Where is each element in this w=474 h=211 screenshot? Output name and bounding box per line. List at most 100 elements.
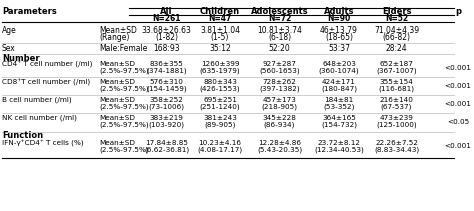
Text: 457±173: 457±173 xyxy=(263,97,296,103)
Text: 358±252: 358±252 xyxy=(150,97,183,103)
Text: 22.26±7.52: 22.26±7.52 xyxy=(375,140,418,146)
Text: <0.001: <0.001 xyxy=(445,65,472,70)
Text: 53:37: 53:37 xyxy=(328,43,350,53)
Text: 3.81±1.04: 3.81±1.04 xyxy=(200,26,240,35)
Text: 728±262: 728±262 xyxy=(263,79,296,85)
Text: (18-65): (18-65) xyxy=(325,32,353,42)
Text: 12.28±4.86: 12.28±4.86 xyxy=(258,140,301,146)
Text: 473±239: 473±239 xyxy=(380,115,413,121)
Text: 23.72±8.12: 23.72±8.12 xyxy=(318,140,361,146)
Text: 71.04±4.39: 71.04±4.39 xyxy=(374,26,419,35)
Text: Sex: Sex xyxy=(2,43,16,53)
Text: Function: Function xyxy=(2,131,43,141)
Text: 10.23±4.16: 10.23±4.16 xyxy=(199,140,242,146)
Text: (89-905): (89-905) xyxy=(204,122,236,128)
Text: (397-1382): (397-1382) xyxy=(259,86,300,92)
Text: Mean±SD: Mean±SD xyxy=(99,26,137,35)
Text: N=52: N=52 xyxy=(385,14,408,23)
Text: (8.83-34.43): (8.83-34.43) xyxy=(374,147,419,153)
Text: CD4⁺ T cell number (/ml): CD4⁺ T cell number (/ml) xyxy=(2,60,92,68)
Text: N=261: N=261 xyxy=(152,14,181,23)
Text: 648±203: 648±203 xyxy=(322,61,356,67)
Text: (73-1006): (73-1006) xyxy=(148,104,184,110)
Text: Mean±SD: Mean±SD xyxy=(99,140,135,146)
Text: (251-1240): (251-1240) xyxy=(200,104,240,110)
Text: 35:12: 35:12 xyxy=(209,43,231,53)
Text: (154-732): (154-732) xyxy=(321,122,357,128)
Text: 10.81±3.74: 10.81±3.74 xyxy=(257,26,302,35)
Text: 17.84±8.85: 17.84±8.85 xyxy=(145,140,188,146)
Text: (360-1074): (360-1074) xyxy=(319,68,359,74)
Text: Number: Number xyxy=(2,54,40,62)
Text: Children: Children xyxy=(200,7,240,16)
Text: Male:Female: Male:Female xyxy=(99,43,147,53)
Text: (86-934): (86-934) xyxy=(264,122,295,128)
Text: (560-1653): (560-1653) xyxy=(259,68,300,74)
Text: Parameters: Parameters xyxy=(2,7,57,16)
Text: (2.5%-97.5%): (2.5%-97.5%) xyxy=(99,86,149,92)
Text: (Range): (Range) xyxy=(99,32,129,42)
Text: 33.68±26.63: 33.68±26.63 xyxy=(142,26,191,35)
Text: N=47: N=47 xyxy=(209,14,232,23)
Text: <0.001: <0.001 xyxy=(445,100,472,107)
Text: CD8⁺T cell number (/ml): CD8⁺T cell number (/ml) xyxy=(2,78,90,86)
Text: B cell number (/ml): B cell number (/ml) xyxy=(2,97,72,103)
Text: 381±243: 381±243 xyxy=(203,115,237,121)
Text: 652±187: 652±187 xyxy=(380,61,413,67)
Text: 836±355: 836±355 xyxy=(150,61,183,67)
Text: 216±140: 216±140 xyxy=(380,97,413,103)
Text: 424±171: 424±171 xyxy=(322,79,356,85)
Text: NK cell number (/ml): NK cell number (/ml) xyxy=(2,115,77,121)
Text: (218-905): (218-905) xyxy=(262,104,298,110)
Text: 576±310: 576±310 xyxy=(150,79,183,85)
Text: N=90: N=90 xyxy=(328,14,351,23)
Text: (6.62-36.81): (6.62-36.81) xyxy=(144,147,189,153)
Text: 1260±399: 1260±399 xyxy=(201,61,239,67)
Text: 927±287: 927±287 xyxy=(263,61,296,67)
Text: (103-920): (103-920) xyxy=(148,122,184,128)
Text: (66-82): (66-82) xyxy=(383,32,410,42)
Text: 364±165: 364±165 xyxy=(322,115,356,121)
Text: Mean±SD: Mean±SD xyxy=(99,115,135,121)
Text: Adults: Adults xyxy=(324,7,354,16)
Text: 355±154: 355±154 xyxy=(380,79,413,85)
Text: (12.34-40.53): (12.34-40.53) xyxy=(314,147,364,153)
Text: (2.5%-97.5%): (2.5%-97.5%) xyxy=(99,122,149,128)
Text: Mean±SD: Mean±SD xyxy=(99,97,135,103)
Text: 52:20: 52:20 xyxy=(269,43,291,53)
Text: 880±343: 880±343 xyxy=(203,79,237,85)
Text: 28:24: 28:24 xyxy=(386,43,407,53)
Text: 168:93: 168:93 xyxy=(153,43,180,53)
Text: 383±219: 383±219 xyxy=(150,115,183,121)
Text: Elders: Elders xyxy=(382,7,411,16)
Text: (5.43-20.35): (5.43-20.35) xyxy=(257,147,302,153)
Text: (367-1007): (367-1007) xyxy=(376,68,417,74)
Text: <0.001: <0.001 xyxy=(445,83,472,88)
Text: <0.001: <0.001 xyxy=(445,143,472,150)
Text: (2.5%-97.5%): (2.5%-97.5%) xyxy=(99,147,149,153)
Text: (6-18): (6-18) xyxy=(268,32,291,42)
Text: 695±251: 695±251 xyxy=(203,97,237,103)
Text: (125-1000): (125-1000) xyxy=(376,122,417,128)
Text: Mean±SD: Mean±SD xyxy=(99,61,135,67)
Text: 184±81: 184±81 xyxy=(324,97,354,103)
Text: p: p xyxy=(455,7,461,16)
Text: (2.5%-97.5%): (2.5%-97.5%) xyxy=(99,104,149,110)
Text: (2.5%-97.5%): (2.5%-97.5%) xyxy=(99,68,149,74)
Text: (1-82): (1-82) xyxy=(155,32,178,42)
Text: (154-1459): (154-1459) xyxy=(146,86,187,92)
Text: All: All xyxy=(160,7,173,16)
Text: (635-1979): (635-1979) xyxy=(200,68,240,74)
Text: (4.08-17.17): (4.08-17.17) xyxy=(198,147,243,153)
Text: (1-5): (1-5) xyxy=(211,32,229,42)
Text: IFN-γ⁺CD4⁺ T cells (%): IFN-γ⁺CD4⁺ T cells (%) xyxy=(2,139,83,147)
Text: (67-537): (67-537) xyxy=(381,104,412,110)
Text: (180-847): (180-847) xyxy=(321,86,357,92)
Text: Age: Age xyxy=(2,26,17,35)
Text: (116-681): (116-681) xyxy=(379,86,414,92)
Text: Mean±SD: Mean±SD xyxy=(99,79,135,85)
Text: <0.05: <0.05 xyxy=(447,119,469,124)
Text: 46±13.79: 46±13.79 xyxy=(320,26,358,35)
Text: (426-1553): (426-1553) xyxy=(200,86,240,92)
Text: (53-352): (53-352) xyxy=(323,104,355,110)
